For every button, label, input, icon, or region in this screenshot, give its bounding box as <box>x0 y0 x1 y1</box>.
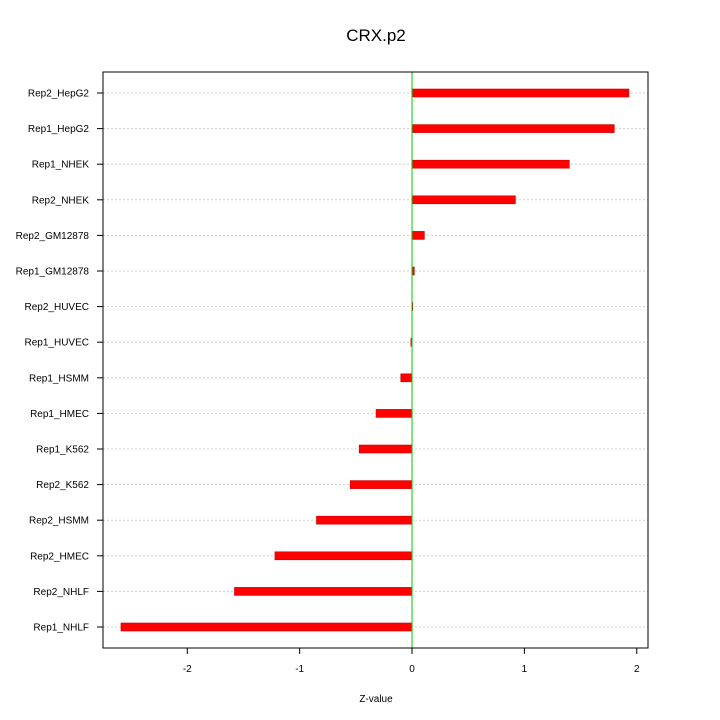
category-label: Rep1_HepG2 <box>28 124 90 135</box>
bar-rep1_nhlf <box>120 622 413 632</box>
x-tick-label: -2 <box>183 664 192 675</box>
x-tick-label: 2 <box>634 664 640 675</box>
bar-rep1_k562 <box>358 444 413 454</box>
x-axis-label: Z-value <box>359 694 393 705</box>
category-label: Rep1_NHEK <box>32 160 90 171</box>
bar-rep2_nhek <box>411 195 516 205</box>
category-label: Rep1_GM12878 <box>16 267 90 278</box>
category-label: Rep1_HMEC <box>30 409 89 420</box>
plot-frame <box>102 71 649 649</box>
x-tick-label: 0 <box>409 664 415 675</box>
category-label: Rep2_NHLF <box>33 587 89 598</box>
x-tick-label: -1 <box>295 664 304 675</box>
bar-rep1_hsmm <box>400 373 413 383</box>
category-label: Rep2_HepG2 <box>28 89 90 100</box>
chart-title: CRX.p2 <box>346 26 406 45</box>
bar-rep1_hepg2 <box>411 124 615 133</box>
bar-rep2_hepg2 <box>411 88 630 98</box>
bar-rep1_nhek <box>411 159 570 169</box>
bar-rep2_hmec <box>274 551 413 561</box>
x-axis: -2 -1 0 1 2 <box>183 648 640 675</box>
category-labels: Rep2_HepG2 Rep1_HepG2 Rep1_NHEK Rep2_NHEK Re… <box>16 89 103 634</box>
category-label: Rep1_NHLF <box>33 623 89 634</box>
bar-rep2_k562 <box>349 480 413 489</box>
category-label: Rep2_NHEK <box>32 195 90 206</box>
category-label: Rep2_HMEC <box>30 551 89 562</box>
category-label: Rep1_HUVEC <box>25 338 89 349</box>
grid-layer <box>103 92 648 628</box>
bar-layer <box>120 88 630 632</box>
category-label: Rep1_HSMM <box>29 373 89 384</box>
bar-rep2_hsmm <box>316 515 413 525</box>
category-label: Rep2_K562 <box>36 480 89 491</box>
bar-rep2_gm12878 <box>411 231 425 240</box>
category-label: Rep2_HSMM <box>29 516 89 527</box>
bar-rep1_hmec <box>375 409 413 418</box>
x-tick-label: 1 <box>522 664 528 675</box>
category-label: Rep2_HUVEC <box>25 302 89 313</box>
bar-rep2_nhlf <box>234 587 413 596</box>
category-label: Rep1_K562 <box>36 445 89 456</box>
category-label: Rep2_GM12878 <box>16 231 90 242</box>
